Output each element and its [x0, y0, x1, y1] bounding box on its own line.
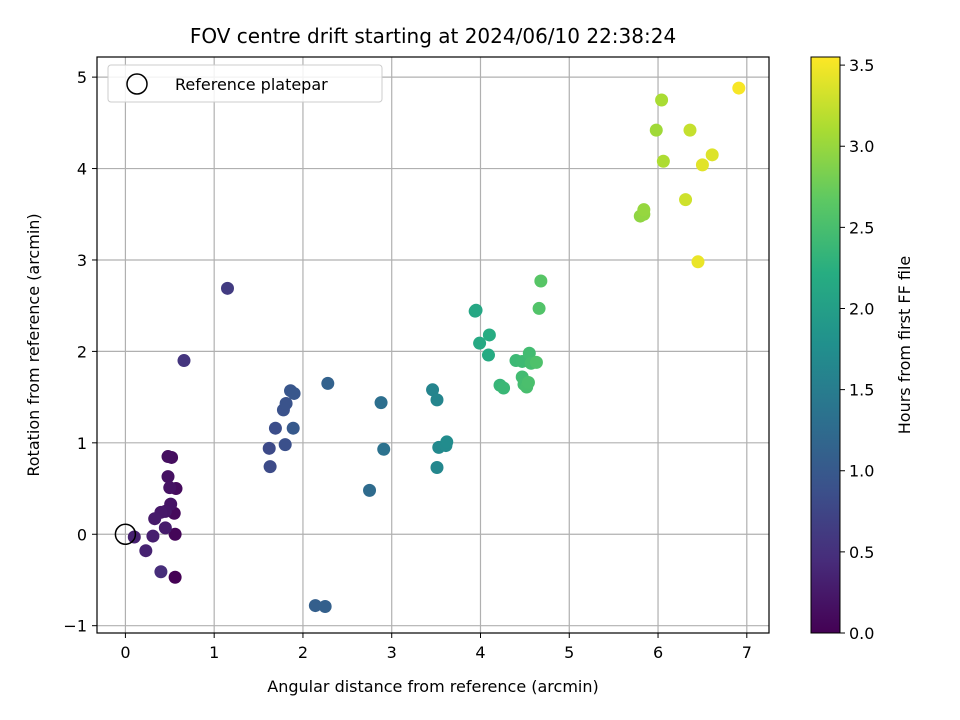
y-axis-label: Rotation from reference (arcmin)	[24, 213, 43, 476]
data-point	[148, 512, 162, 526]
reference-marker	[114, 523, 137, 546]
data-point	[262, 441, 276, 455]
x-tick-label: 3	[387, 643, 397, 662]
data-point	[691, 255, 705, 269]
data-point	[532, 301, 546, 315]
data-point	[469, 303, 483, 317]
y-tick-label: −1	[63, 617, 87, 636]
data-point	[278, 438, 292, 452]
data-point	[430, 393, 444, 407]
data-point	[279, 397, 293, 411]
data-point	[161, 450, 175, 464]
data-point	[308, 599, 322, 613]
plot-area: 0 1 2 3 4 5 6 7 −1 0 1 2 3 4 5	[63, 56, 770, 662]
data-point	[637, 203, 651, 217]
legend-marker-reference	[126, 73, 148, 95]
data-point	[482, 328, 496, 342]
data-point	[656, 154, 670, 168]
data-point	[705, 148, 719, 162]
x-tick-label: 1	[209, 643, 219, 662]
data-point	[168, 527, 182, 541]
data-points	[127, 81, 746, 613]
data-point	[430, 461, 444, 475]
colorbar-tick-label: 3.5	[849, 56, 874, 75]
colorbar-tick-label: 3.0	[849, 137, 874, 156]
x-tick-label: 2	[298, 643, 308, 662]
plot-frame	[96, 56, 770, 634]
colorbar-tick-label: 1.5	[849, 381, 874, 400]
x-tick-label: 5	[564, 643, 574, 662]
data-point	[177, 354, 191, 368]
data-point	[522, 346, 536, 360]
data-point	[440, 435, 454, 449]
data-point	[497, 381, 511, 395]
y-tick-label: 2	[77, 342, 87, 361]
data-point	[732, 81, 746, 95]
y-tick-label: 5	[77, 68, 87, 87]
y-tick-label: 4	[77, 160, 87, 179]
data-point	[683, 123, 697, 137]
data-point	[473, 336, 487, 350]
data-point	[161, 470, 175, 484]
data-point	[318, 599, 332, 613]
data-point	[679, 193, 693, 207]
data-point	[158, 521, 172, 535]
data-point	[695, 158, 709, 172]
y-axis-ticks: −1 0 1 2 3 4 5	[63, 68, 97, 636]
data-point	[377, 442, 391, 456]
x-axis-label: Angular distance from reference (arcmin)	[267, 677, 598, 696]
colorbar-ticks: 0.0 0.5 1.0 1.5 2.0 2.5 3.0 3.5	[840, 56, 874, 643]
x-tick-label: 6	[653, 643, 663, 662]
data-point	[655, 93, 669, 107]
colorbar: 0.0 0.5 1.0 1.5 2.0 2.5 3.0 3.5 Hours from firs…	[810, 56, 914, 643]
x-tick-label: 7	[742, 643, 752, 662]
data-point	[363, 483, 377, 497]
data-point	[321, 376, 335, 390]
data-point	[163, 481, 177, 495]
data-point	[146, 529, 160, 543]
data-point	[534, 274, 548, 288]
data-point	[374, 396, 388, 410]
grid-lines	[97, 57, 769, 633]
colorbar-label: Hours from first FF file	[895, 256, 914, 435]
y-tick-label: 1	[77, 434, 87, 453]
colorbar-tick-label: 2.0	[849, 299, 874, 318]
data-point	[649, 123, 663, 137]
colorbar-tick-label: 0.0	[849, 624, 874, 643]
reference-point	[114, 523, 137, 546]
legend-label-reference: Reference platepar	[175, 75, 328, 94]
data-point	[139, 544, 153, 558]
data-point	[263, 460, 277, 474]
data-point	[521, 375, 535, 389]
chart-title: FOV centre drift starting at 2024/06/10 …	[190, 24, 676, 48]
data-point	[481, 348, 495, 362]
data-point	[168, 570, 182, 584]
colorbar-tick-label: 2.5	[849, 218, 874, 237]
data-point	[154, 565, 168, 579]
colorbar-tick-label: 0.5	[849, 543, 874, 562]
colorbar-tick-label: 1.0	[849, 462, 874, 481]
data-point	[286, 421, 300, 435]
y-tick-label: 0	[77, 525, 87, 544]
data-point	[529, 355, 543, 369]
data-point	[426, 383, 440, 397]
x-tick-label: 4	[475, 643, 485, 662]
legend: Reference platepar	[107, 64, 383, 103]
x-axis-ticks: 0 1 2 3 4 5 6 7	[120, 633, 752, 662]
colorbar-gradient	[810, 56, 841, 634]
legend-box	[107, 64, 383, 103]
y-tick-label: 3	[77, 251, 87, 270]
x-tick-label: 0	[120, 643, 130, 662]
data-point	[287, 386, 301, 400]
data-point	[220, 281, 234, 295]
data-point	[268, 421, 282, 435]
